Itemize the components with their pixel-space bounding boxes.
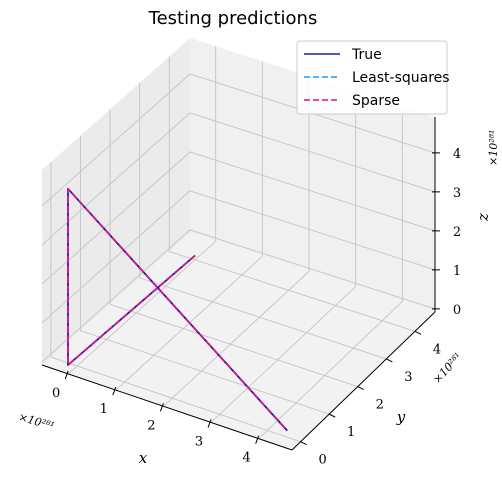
- axes-grid: [41, 46, 436, 443]
- axes-panes: [42, 38, 435, 450]
- x-tick-label-3: 3: [195, 434, 203, 449]
- x-tick-2: [159, 403, 164, 412]
- x-axis-line: [41, 364, 293, 451]
- x-tick-label-2: 2: [147, 418, 155, 433]
- legend-label-true: True: [351, 47, 382, 63]
- z-axis-label: z: [474, 213, 492, 222]
- y-tick-2: [357, 386, 365, 390]
- legend-label-sparse: Sparse: [352, 93, 400, 109]
- y-tick-label-3: 3: [404, 370, 412, 385]
- x-tick-4: [255, 435, 260, 444]
- z-grid-0: [41, 229, 436, 363]
- z-grid-3: [41, 112, 436, 246]
- z-tick-label-3: 3: [453, 186, 461, 201]
- y-tick-4: [414, 330, 422, 335]
- x-tick-label-4: 4: [243, 451, 251, 466]
- legend: True Least-squares Sparse: [296, 40, 450, 115]
- y-tick-1: [328, 413, 336, 418]
- x-tick-1: [112, 386, 117, 396]
- x-grid-floor-3: [210, 286, 356, 423]
- left-wall-pane: [42, 38, 190, 365]
- z-tick-label-1: 1: [453, 264, 461, 279]
- y-tick-label-1: 1: [347, 425, 355, 440]
- y-tick-label-4: 4: [433, 342, 441, 357]
- y-grid-floor-1: [80, 330, 330, 415]
- z-tick-label-4: 4: [453, 147, 461, 162]
- y-grid-floor-4: [169, 251, 416, 332]
- z-grid-4: [41, 73, 436, 207]
- series-sparse: [67, 187, 288, 432]
- x-grid-floor-0: [67, 240, 216, 375]
- x-grid-floor-4: [258, 301, 403, 439]
- z-tick-label-2: 2: [453, 225, 461, 240]
- z-grid-2: [41, 151, 436, 285]
- legend-label-least-squares: Least-squares: [352, 70, 450, 86]
- x-tick-label-0: 0: [52, 386, 60, 401]
- y-axis-label: y: [396, 408, 406, 426]
- y-grid-floor-2: [109, 303, 358, 387]
- chart-title: Testing predictions: [148, 8, 318, 29]
- x-tick-0: [64, 370, 69, 380]
- axes-edges: [41, 117, 436, 451]
- x-axis-label: x: [139, 449, 148, 467]
- series-layer: [67, 187, 288, 432]
- x-tick-label-1: 1: [100, 402, 108, 417]
- y-grid-floor-0: [50, 356, 301, 443]
- x-offset-label: ×10²⁸¹: [17, 410, 56, 433]
- y-tick-0: [300, 441, 307, 446]
- y-tick-3: [386, 358, 393, 363]
- x-tick-3: [207, 419, 212, 428]
- y-axis-line: [291, 311, 436, 451]
- z-offset-label: ×10²⁸¹: [487, 130, 500, 166]
- z-tick-label-0: 0: [453, 303, 461, 318]
- legend-box: [296, 40, 448, 115]
- floor-pane: [42, 233, 435, 450]
- x-grid-floor-2: [163, 271, 310, 407]
- y-tick-label-0: 0: [318, 453, 326, 468]
- y-tick-label-2: 2: [376, 398, 384, 413]
- axes-ticks: 0 1 2 3 4 0 1 2 3 4 0 1 2 3 4: [52, 147, 461, 468]
- z-grid-1: [41, 190, 436, 324]
- y-grid-floor-3: [139, 277, 387, 360]
